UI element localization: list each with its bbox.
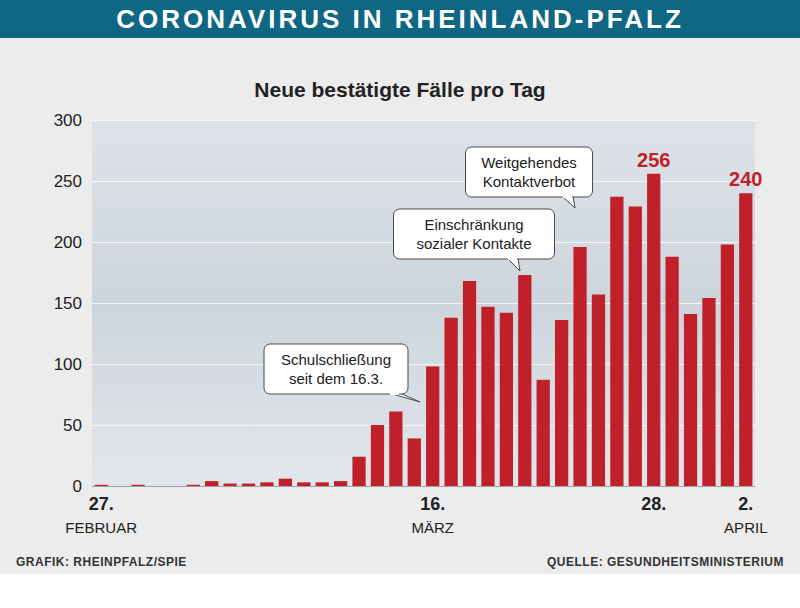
svg-text:sozialer Kontakte: sozialer Kontakte [416, 235, 531, 252]
svg-text:2.: 2. [738, 494, 753, 514]
svg-text:Kontaktverbot: Kontaktverbot [483, 173, 576, 190]
svg-text:28.: 28. [641, 494, 666, 514]
svg-text:Weitgehendes: Weitgehendes [481, 154, 577, 171]
svg-text:300: 300 [54, 111, 82, 130]
svg-text:150: 150 [54, 294, 82, 313]
svg-text:seit dem 16.3.: seit dem 16.3. [289, 370, 383, 387]
svg-text:MÄRZ: MÄRZ [411, 519, 454, 536]
svg-text:50: 50 [63, 416, 82, 435]
svg-text:250: 250 [54, 172, 82, 191]
html-text:GRAFIK: RHEINPFALZ/SPIE: GRAFIK: RHEINPFALZ/SPIE [16, 555, 187, 569]
svg-text:27.: 27. [89, 494, 114, 514]
svg-text:Einschränkung: Einschränkung [424, 216, 523, 233]
svg-text:Schulschließung: Schulschließung [281, 351, 391, 368]
svg-text:256: 256 [637, 149, 670, 171]
svg-text:0: 0 [73, 477, 82, 496]
svg-text:Neue bestätigte Fälle pro Tag: Neue bestätigte Fälle pro Tag [254, 78, 545, 101]
html-text:QUELLE: GESUNDHEITSMINISTERIUM: QUELLE: GESUNDHEITSMINISTERIUM [547, 555, 784, 569]
svg-text:16.: 16. [420, 494, 445, 514]
svg-text:100: 100 [54, 355, 82, 374]
html-text:CORONAVIRUS IN RHEINLAND-PFALZ: CORONAVIRUS IN RHEINLAND-PFALZ [116, 4, 684, 34]
svg-text:240: 240 [729, 168, 762, 190]
svg-text:200: 200 [54, 233, 82, 252]
svg-text:FEBRUAR: FEBRUAR [65, 519, 137, 536]
svg-text:APRIL: APRIL [724, 519, 767, 536]
